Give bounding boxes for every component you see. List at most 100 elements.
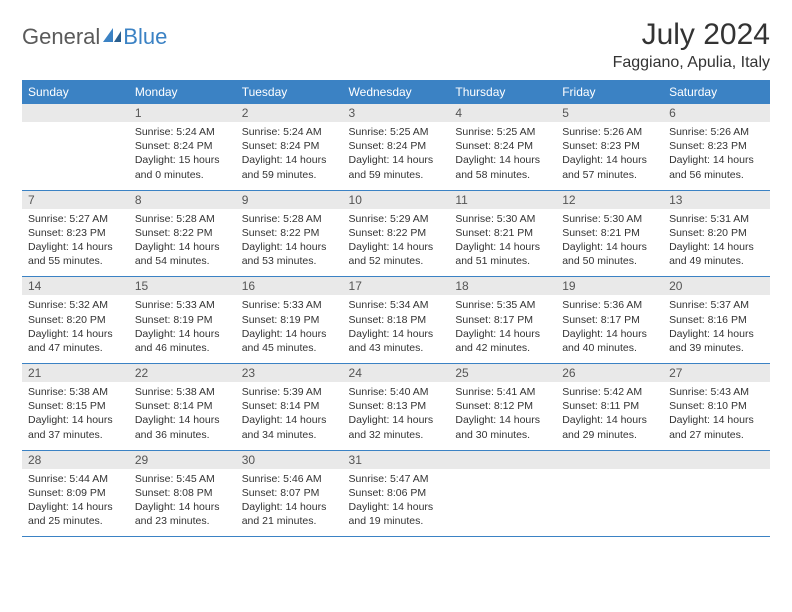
daylight-line: Daylight: 14 hours and 21 minutes. xyxy=(242,500,337,528)
daylight-line: Daylight: 14 hours and 51 minutes. xyxy=(455,240,550,268)
daylight-line: Daylight: 14 hours and 42 minutes. xyxy=(455,327,550,355)
sunrise-line: Sunrise: 5:29 AM xyxy=(349,212,444,226)
calendar-cell xyxy=(22,104,129,190)
daylight-line: Daylight: 14 hours and 32 minutes. xyxy=(349,413,444,441)
day-number xyxy=(663,451,770,469)
day-number: 1 xyxy=(129,104,236,122)
sunrise-line: Sunrise: 5:43 AM xyxy=(669,385,764,399)
day-number: 20 xyxy=(663,277,770,295)
calendar-cell: 12Sunrise: 5:30 AMSunset: 8:21 PMDayligh… xyxy=(556,190,663,277)
day-body xyxy=(22,122,129,182)
day-body: Sunrise: 5:27 AMSunset: 8:23 PMDaylight:… xyxy=(22,209,129,277)
day-number: 28 xyxy=(22,451,129,469)
day-body: Sunrise: 5:29 AMSunset: 8:22 PMDaylight:… xyxy=(343,209,450,277)
sunrise-line: Sunrise: 5:42 AM xyxy=(562,385,657,399)
dayheader-friday: Friday xyxy=(556,80,663,104)
day-number: 4 xyxy=(449,104,556,122)
daylight-line: Daylight: 14 hours and 37 minutes. xyxy=(28,413,123,441)
sunset-line: Sunset: 8:24 PM xyxy=(349,139,444,153)
daylight-line: Daylight: 14 hours and 46 minutes. xyxy=(135,327,230,355)
day-body: Sunrise: 5:38 AMSunset: 8:15 PMDaylight:… xyxy=(22,382,129,450)
sunset-line: Sunset: 8:16 PM xyxy=(669,313,764,327)
sunset-line: Sunset: 8:08 PM xyxy=(135,486,230,500)
sunset-line: Sunset: 8:19 PM xyxy=(135,313,230,327)
sunset-line: Sunset: 8:20 PM xyxy=(28,313,123,327)
daylight-line: Daylight: 14 hours and 53 minutes. xyxy=(242,240,337,268)
day-body: Sunrise: 5:36 AMSunset: 8:17 PMDaylight:… xyxy=(556,295,663,363)
day-number: 14 xyxy=(22,277,129,295)
logo-text-blue: Blue xyxy=(123,24,167,50)
sunrise-line: Sunrise: 5:24 AM xyxy=(135,125,230,139)
day-body: Sunrise: 5:43 AMSunset: 8:10 PMDaylight:… xyxy=(663,382,770,450)
day-number: 9 xyxy=(236,191,343,209)
sunset-line: Sunset: 8:17 PM xyxy=(455,313,550,327)
day-number: 22 xyxy=(129,364,236,382)
day-body: Sunrise: 5:37 AMSunset: 8:16 PMDaylight:… xyxy=(663,295,770,363)
calendar-cell: 27Sunrise: 5:43 AMSunset: 8:10 PMDayligh… xyxy=(663,364,770,451)
day-body: Sunrise: 5:39 AMSunset: 8:14 PMDaylight:… xyxy=(236,382,343,450)
sunrise-line: Sunrise: 5:28 AM xyxy=(242,212,337,226)
day-number: 3 xyxy=(343,104,450,122)
daylight-line: Daylight: 14 hours and 50 minutes. xyxy=(562,240,657,268)
sunrise-line: Sunrise: 5:31 AM xyxy=(669,212,764,226)
header: General Blue July 2024 Faggiano, Apulia,… xyxy=(22,18,770,72)
calendar-week-row: 7Sunrise: 5:27 AMSunset: 8:23 PMDaylight… xyxy=(22,190,770,277)
sunrise-line: Sunrise: 5:40 AM xyxy=(349,385,444,399)
calendar-cell: 13Sunrise: 5:31 AMSunset: 8:20 PMDayligh… xyxy=(663,190,770,277)
day-number: 26 xyxy=(556,364,663,382)
daylight-line: Daylight: 14 hours and 39 minutes. xyxy=(669,327,764,355)
day-body: Sunrise: 5:28 AMSunset: 8:22 PMDaylight:… xyxy=(236,209,343,277)
day-number: 16 xyxy=(236,277,343,295)
day-body: Sunrise: 5:24 AMSunset: 8:24 PMDaylight:… xyxy=(129,122,236,190)
calendar-cell: 3Sunrise: 5:25 AMSunset: 8:24 PMDaylight… xyxy=(343,104,450,190)
daylight-line: Daylight: 15 hours and 0 minutes. xyxy=(135,153,230,181)
sunset-line: Sunset: 8:22 PM xyxy=(242,226,337,240)
day-number: 6 xyxy=(663,104,770,122)
calendar-cell xyxy=(449,450,556,537)
calendar-cell: 28Sunrise: 5:44 AMSunset: 8:09 PMDayligh… xyxy=(22,450,129,537)
sunrise-line: Sunrise: 5:25 AM xyxy=(455,125,550,139)
sunrise-line: Sunrise: 5:28 AM xyxy=(135,212,230,226)
calendar-cell: 15Sunrise: 5:33 AMSunset: 8:19 PMDayligh… xyxy=(129,277,236,364)
sunset-line: Sunset: 8:09 PM xyxy=(28,486,123,500)
day-body xyxy=(449,469,556,529)
sunset-line: Sunset: 8:21 PM xyxy=(562,226,657,240)
sunset-line: Sunset: 8:21 PM xyxy=(455,226,550,240)
day-body: Sunrise: 5:32 AMSunset: 8:20 PMDaylight:… xyxy=(22,295,129,363)
calendar-cell: 24Sunrise: 5:40 AMSunset: 8:13 PMDayligh… xyxy=(343,364,450,451)
dayheader-monday: Monday xyxy=(129,80,236,104)
sunset-line: Sunset: 8:10 PM xyxy=(669,399,764,413)
daylight-line: Daylight: 14 hours and 54 minutes. xyxy=(135,240,230,268)
calendar-cell: 17Sunrise: 5:34 AMSunset: 8:18 PMDayligh… xyxy=(343,277,450,364)
sunset-line: Sunset: 8:12 PM xyxy=(455,399,550,413)
calendar-cell: 9Sunrise: 5:28 AMSunset: 8:22 PMDaylight… xyxy=(236,190,343,277)
daylight-line: Daylight: 14 hours and 57 minutes. xyxy=(562,153,657,181)
daylight-line: Daylight: 14 hours and 56 minutes. xyxy=(669,153,764,181)
day-body: Sunrise: 5:34 AMSunset: 8:18 PMDaylight:… xyxy=(343,295,450,363)
sunrise-line: Sunrise: 5:35 AM xyxy=(455,298,550,312)
calendar-cell: 5Sunrise: 5:26 AMSunset: 8:23 PMDaylight… xyxy=(556,104,663,190)
sunset-line: Sunset: 8:13 PM xyxy=(349,399,444,413)
day-body: Sunrise: 5:38 AMSunset: 8:14 PMDaylight:… xyxy=(129,382,236,450)
dayheader-sunday: Sunday xyxy=(22,80,129,104)
calendar-cell: 18Sunrise: 5:35 AMSunset: 8:17 PMDayligh… xyxy=(449,277,556,364)
sunrise-line: Sunrise: 5:44 AM xyxy=(28,472,123,486)
sunrise-line: Sunrise: 5:30 AM xyxy=(562,212,657,226)
sunrise-line: Sunrise: 5:45 AM xyxy=(135,472,230,486)
sunrise-line: Sunrise: 5:34 AM xyxy=(349,298,444,312)
day-number: 19 xyxy=(556,277,663,295)
sunset-line: Sunset: 8:19 PM xyxy=(242,313,337,327)
calendar-week-row: 1Sunrise: 5:24 AMSunset: 8:24 PMDaylight… xyxy=(22,104,770,190)
sunset-line: Sunset: 8:23 PM xyxy=(669,139,764,153)
day-body: Sunrise: 5:46 AMSunset: 8:07 PMDaylight:… xyxy=(236,469,343,537)
calendar-cell: 29Sunrise: 5:45 AMSunset: 8:08 PMDayligh… xyxy=(129,450,236,537)
sunset-line: Sunset: 8:15 PM xyxy=(28,399,123,413)
sunrise-line: Sunrise: 5:27 AM xyxy=(28,212,123,226)
calendar-cell: 26Sunrise: 5:42 AMSunset: 8:11 PMDayligh… xyxy=(556,364,663,451)
month-title: July 2024 xyxy=(613,18,770,52)
day-body: Sunrise: 5:30 AMSunset: 8:21 PMDaylight:… xyxy=(556,209,663,277)
calendar-cell: 10Sunrise: 5:29 AMSunset: 8:22 PMDayligh… xyxy=(343,190,450,277)
logo: General Blue xyxy=(22,24,167,50)
sunrise-line: Sunrise: 5:38 AM xyxy=(135,385,230,399)
day-number: 11 xyxy=(449,191,556,209)
